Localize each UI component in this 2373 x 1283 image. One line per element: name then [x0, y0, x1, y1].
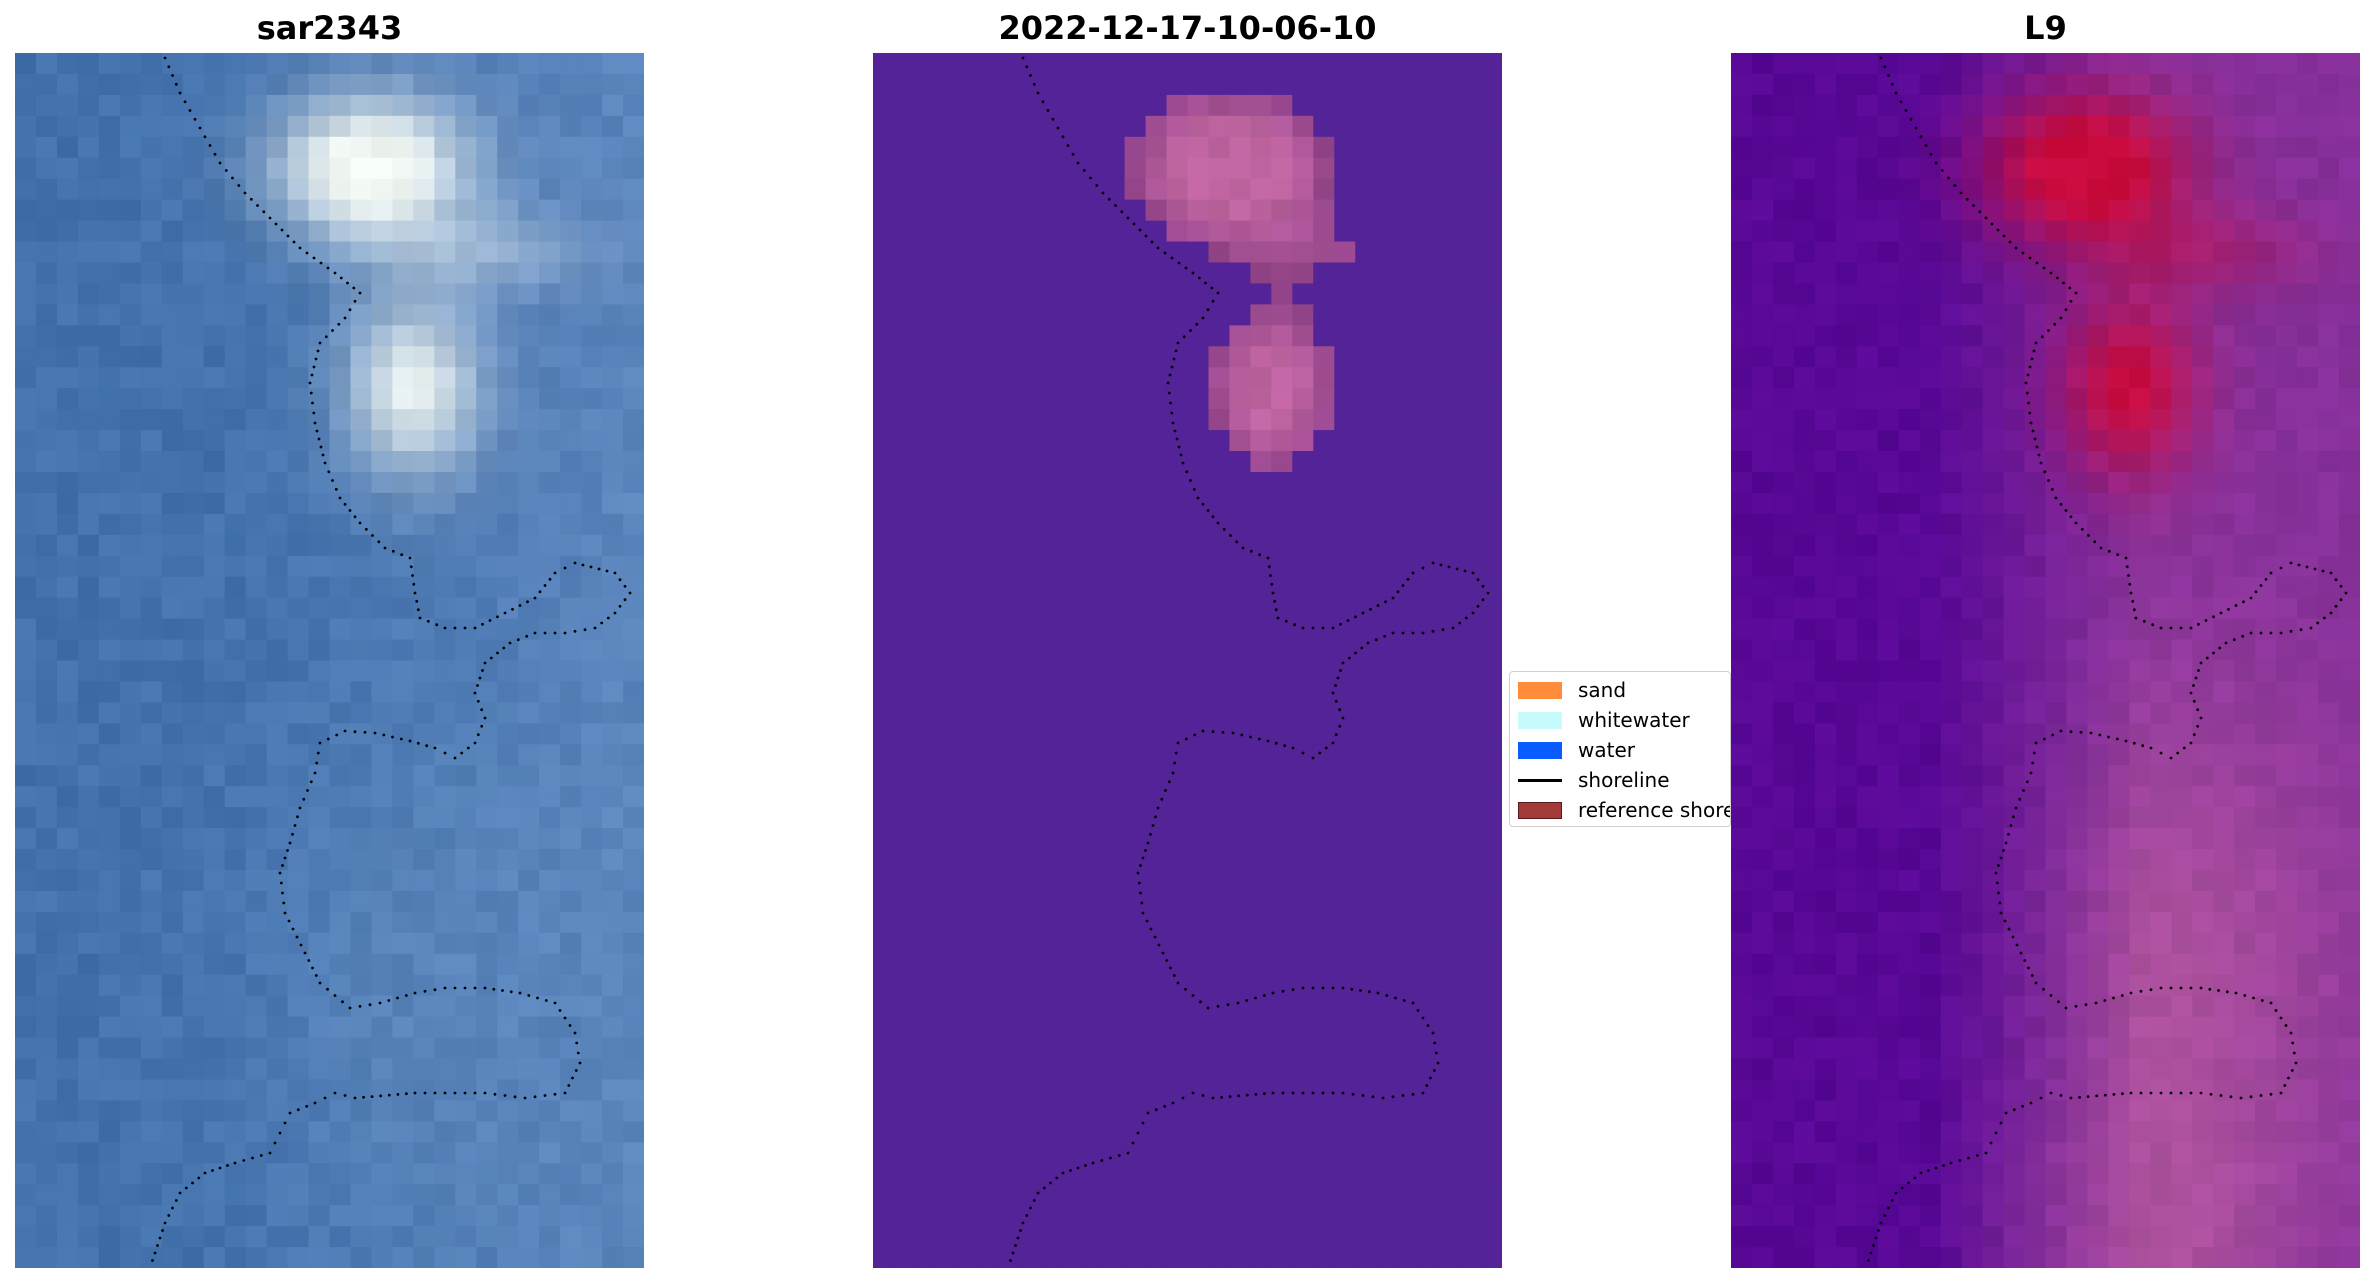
sand-swatch	[1518, 681, 1562, 699]
legend-item-shoreline: shoreline	[1518, 765, 1670, 795]
whitewater-swatch	[1518, 711, 1562, 729]
legend-label: shoreline	[1578, 768, 1670, 792]
panel-title-rgb: sar2343	[256, 9, 403, 47]
panel-title-index: L9	[2024, 9, 2067, 47]
legend-item-whitewater: whitewater	[1518, 705, 1690, 735]
legend: sand whitewater water shoreline referenc…	[1509, 671, 1731, 827]
water-swatch	[1518, 741, 1562, 759]
shoreline-overlay	[1867, 56, 2348, 1262]
panel-title-classification: 2022-12-17-10-06-10	[998, 9, 1377, 47]
rgb-image	[15, 53, 644, 1268]
classification-image	[873, 53, 1502, 1268]
legend-item-sand: sand	[1518, 675, 1626, 705]
legend-item-water: water	[1518, 735, 1635, 765]
legend-label: whitewater	[1578, 708, 1690, 732]
reference-shoreline-swatch	[1518, 801, 1562, 819]
index-image-panel	[1731, 53, 2360, 1268]
shoreline-line-marker	[1518, 778, 1562, 782]
legend-item-reference-shoreline: reference shoreline	[1518, 795, 1730, 825]
classification-image-panel	[873, 53, 1502, 1268]
index-image	[1731, 53, 2360, 1268]
rgb-image-panel	[15, 53, 644, 1268]
legend-label: reference shoreline	[1578, 798, 1730, 822]
shoreline-overlay	[151, 56, 632, 1262]
shoreline-overlay	[1009, 56, 1490, 1262]
legend-label: water	[1578, 738, 1635, 762]
legend-label: sand	[1578, 678, 1627, 702]
